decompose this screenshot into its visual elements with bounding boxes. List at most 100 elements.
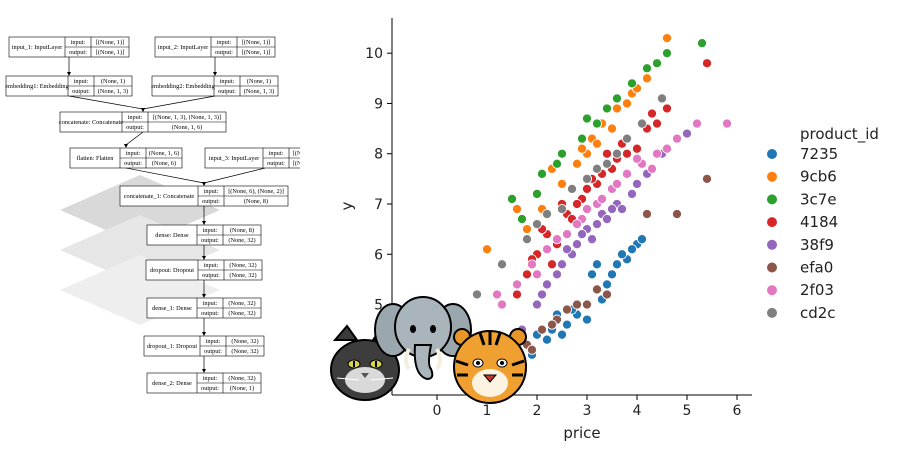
scatter-point (571, 158, 583, 169)
scatter-point (541, 208, 553, 220)
node-output-label: output: (202, 198, 220, 205)
node-output-shape: (None, 1, 6) (172, 124, 202, 131)
legend-label: 4184 (800, 213, 838, 231)
scatter-point (591, 138, 603, 149)
scatter-point (661, 48, 673, 59)
scatter-point (611, 93, 623, 104)
node-output-shape: (None, 32) (228, 310, 255, 317)
diagram-arrowhead (67, 72, 71, 76)
legend-marker (766, 193, 778, 206)
scatter-point (606, 123, 618, 134)
node-input-shape: (None, 32) (229, 262, 256, 269)
scatter-point (536, 168, 548, 179)
diagram-edge (203, 167, 266, 184)
scatter-point (566, 183, 578, 194)
diagram-edge (68, 95, 144, 110)
model-architecture-diagram: input_1: InputLayer input: output: [(None, … (5, 36, 300, 394)
scatter-point (646, 163, 658, 174)
legend-label: 38f9 (800, 236, 834, 254)
diagram-node: input_1: InputLayer input: output: [(None, … (8, 36, 130, 58)
scatter-point (641, 73, 653, 84)
diagram-arrowhead (202, 256, 206, 260)
scatter-point (601, 158, 613, 169)
scatter-point (641, 208, 653, 220)
node-output-label: output: (69, 49, 87, 56)
legend-marker (766, 216, 778, 229)
node-input-label: input: (204, 262, 219, 269)
diagram-node: concatenate_1: Concatenate input: output: [… (119, 185, 289, 207)
node-output-shape: (None, 32) (228, 237, 255, 244)
legend-title: product_id (800, 125, 879, 144)
node-input-shape: (None, 1, 6) (149, 150, 179, 157)
scatter-point (721, 118, 733, 129)
diagram-node: embedding1: Embedding input: output: (None,… (5, 75, 133, 97)
node-label: dense_1: Dense (152, 305, 192, 312)
y-tick-label: 9 (374, 96, 383, 112)
scatter-point (581, 203, 593, 215)
scatter-point (531, 219, 543, 230)
scatter-point (491, 289, 503, 300)
scatter-point (636, 118, 648, 129)
node-output-shape: [(None, 1)] (242, 49, 270, 56)
node-input-shape: [(None, 2)] (293, 150, 300, 157)
legend-marker (766, 170, 778, 183)
diagram-node: input_3: InputLayer input: output: [(None, … (204, 147, 300, 169)
node-input-label: input: (126, 150, 141, 157)
scatter-point (601, 214, 613, 225)
x-tick-label: 5 (683, 403, 692, 419)
scatter-point (571, 198, 583, 210)
scatter-point (626, 188, 638, 199)
node-input-label: input: (71, 39, 86, 46)
scatter-point (521, 269, 533, 280)
scatter-point (621, 168, 633, 179)
scatter-point (536, 289, 548, 300)
scatter-point (516, 214, 528, 225)
diagram-arrowhead (141, 108, 145, 112)
legend-label: 3c7e (800, 190, 837, 208)
scatter-point (611, 148, 623, 159)
diagram-arrowhead (202, 294, 206, 298)
scatter-point (576, 143, 588, 154)
legend-marker (766, 261, 778, 274)
diagram-node: input_2: InputLayer input: output: [(None, … (154, 36, 276, 58)
node-output-shape: [(None, 2)] (293, 160, 300, 167)
legend-label: 2f03 (800, 281, 834, 299)
y-tick-label: 5 (374, 298, 383, 314)
diagram-arrowhead (202, 221, 206, 225)
diagram-node: flatten: Flatten input: output: (None, 1, 6… (69, 147, 183, 169)
node-label: dropout_1: Dropout (147, 343, 197, 350)
scatter-point (606, 269, 618, 280)
scatter-point (601, 289, 613, 300)
scatter-chart: 012345645678910pricey (330, 18, 879, 442)
diagram-arrowhead (202, 332, 206, 336)
scatter-point (556, 329, 568, 340)
node-output-label: output: (201, 310, 219, 317)
scatter-point (546, 259, 558, 270)
scatter-point (616, 203, 628, 215)
scatter-point (526, 344, 538, 355)
scatter-point (651, 118, 663, 129)
node-output-shape: (None, 32) (231, 348, 258, 355)
node-label: input_2: InputLayer (158, 44, 209, 51)
scatter-point (651, 148, 663, 159)
node-input-shape: (None, 32) (228, 300, 255, 307)
scatter-point (581, 183, 593, 194)
node-label: dense_2: Dense (152, 380, 192, 387)
diagram-arrowhead (202, 369, 206, 373)
scatter-point (591, 219, 603, 230)
y-axis-label: y (338, 201, 356, 210)
scatter-point (521, 224, 533, 235)
x-tick-label: 1 (483, 403, 492, 419)
legend-marker (766, 148, 778, 160)
scatter-point (526, 259, 538, 270)
scatter-point (556, 203, 568, 215)
scatter-point (616, 249, 628, 260)
diagram-arrowhead (124, 144, 128, 148)
scatter-point (521, 234, 533, 245)
node-input-shape: (None, 32) (231, 338, 258, 345)
scatter-point (581, 314, 593, 325)
node-label: flatten: Flatten (77, 155, 115, 162)
node-input-label: input: (269, 150, 284, 157)
node-output-label: output: (267, 160, 285, 167)
node-output-shape: (None, 1) (230, 385, 254, 392)
